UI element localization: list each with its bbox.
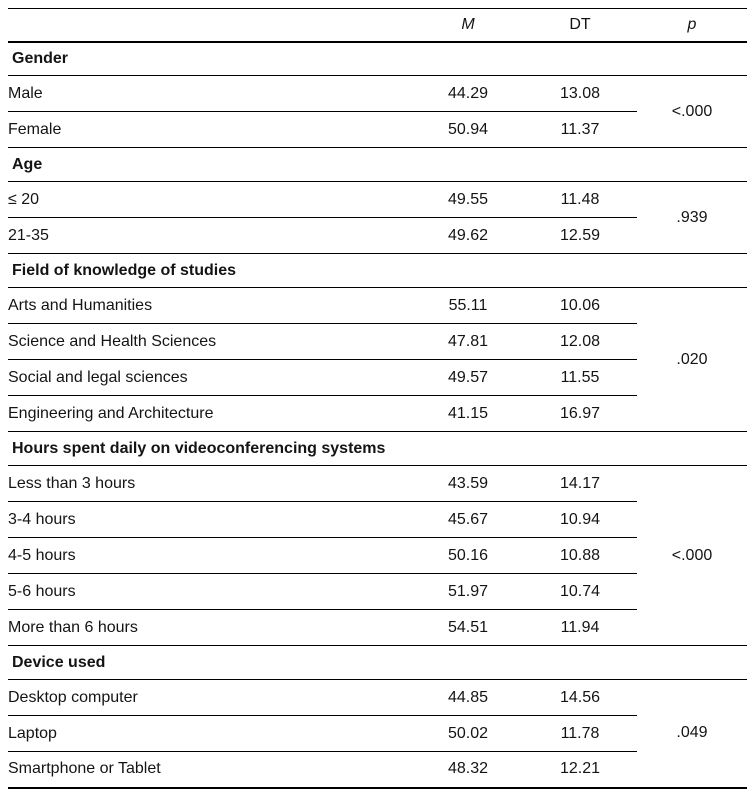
mean-value: 47.81 — [413, 323, 523, 360]
p-value: .939 — [637, 181, 747, 254]
dt-value: 10.94 — [523, 501, 637, 538]
row-label: Laptop — [8, 715, 413, 752]
table-row: Desktop computer 44.85 14.56 .049 — [8, 679, 747, 789]
dt-value: 13.08 — [523, 75, 637, 112]
dt-value: 10.06 — [523, 287, 637, 324]
mean-value: 44.85 — [413, 679, 523, 716]
dt-value: 14.17 — [523, 465, 637, 502]
dt-value: 11.94 — [523, 609, 637, 646]
row-label: Female — [8, 111, 413, 148]
mean-value: 50.16 — [413, 537, 523, 574]
dt-value: 12.21 — [523, 751, 637, 789]
dt-value: 12.59 — [523, 217, 637, 254]
mean-value: 43.59 — [413, 465, 523, 502]
section-row-gender: Gender — [8, 41, 747, 76]
section-title: Age — [8, 147, 747, 182]
section-row-field: Field of knowledge of studies — [8, 253, 747, 288]
table-row: Male 44.29 13.08 <.000 — [8, 75, 747, 148]
row-label: Arts and Humanities — [8, 287, 413, 324]
section-row-age: Age — [8, 147, 747, 182]
row-label: Less than 3 hours — [8, 465, 413, 502]
table-row: Less than 3 hours 43.59 14.17 <.000 — [8, 465, 747, 646]
mean-value: 41.15 — [413, 395, 523, 432]
table-row: 5-6 hours 51.97 10.74 — [8, 573, 747, 610]
header-mean: M — [413, 8, 523, 43]
row-label: 4-5 hours — [8, 537, 413, 574]
dt-value: 11.55 — [523, 359, 637, 396]
section-row-device: Device used — [8, 645, 747, 680]
statistics-table: M DT p Gender Male 44.29 13.08 <.000 Fem… — [8, 8, 747, 789]
row-label: 5-6 hours — [8, 573, 413, 610]
row-label: ≤ 20 — [8, 181, 413, 218]
section-title: Field of knowledge of studies — [8, 253, 747, 288]
dt-value: 14.56 — [523, 679, 637, 716]
page: M DT p Gender Male 44.29 13.08 <.000 Fem… — [8, 8, 747, 789]
section-title: Gender — [8, 41, 747, 76]
table-row: ≤ 20 49.55 11.48 .939 — [8, 181, 747, 254]
table-row: Arts and Humanities 55.11 10.06 .020 — [8, 287, 747, 432]
dt-value: 11.48 — [523, 181, 637, 218]
row-label: More than 6 hours — [8, 609, 413, 646]
row-label: Desktop computer — [8, 679, 413, 716]
section-title: Device used — [8, 645, 747, 680]
mean-value: 49.57 — [413, 359, 523, 396]
section-title: Hours spent daily on videoconferencing s… — [8, 431, 747, 466]
header-p: p — [637, 8, 747, 43]
mean-value: 44.29 — [413, 75, 523, 112]
p-value: <.000 — [637, 75, 747, 148]
dt-value: 11.78 — [523, 715, 637, 752]
table-row: 21-35 49.62 12.59 — [8, 217, 747, 254]
mean-value: 51.97 — [413, 573, 523, 610]
dt-value: 12.08 — [523, 323, 637, 360]
table-row: Smartphone or Tablet 48.32 12.21 — [8, 751, 747, 789]
mean-value: 49.55 — [413, 181, 523, 218]
p-value: <.000 — [637, 465, 747, 646]
mean-value: 50.94 — [413, 111, 523, 148]
table-row: 4-5 hours 50.16 10.88 — [8, 537, 747, 574]
dt-value: 10.88 — [523, 537, 637, 574]
mean-value: 45.67 — [413, 501, 523, 538]
dt-value: 16.97 — [523, 395, 637, 432]
table-row: Science and Health Sciences 47.81 12.08 — [8, 323, 747, 360]
table-row: 3-4 hours 45.67 10.94 — [8, 501, 747, 538]
mean-value: 49.62 — [413, 217, 523, 254]
table-row: Engineering and Architecture 41.15 16.97 — [8, 395, 747, 432]
row-label: Smartphone or Tablet — [8, 751, 413, 789]
mean-value: 50.02 — [413, 715, 523, 752]
header-empty-cell — [8, 8, 413, 43]
row-label: Male — [8, 75, 413, 112]
mean-value: 48.32 — [413, 751, 523, 789]
table-row: Laptop 50.02 11.78 — [8, 715, 747, 752]
table-header-row: M DT p — [8, 8, 747, 43]
mean-value: 55.11 — [413, 287, 523, 324]
mean-value: 54.51 — [413, 609, 523, 646]
row-label: Social and legal sciences — [8, 359, 413, 396]
table-row: Social and legal sciences 49.57 11.55 — [8, 359, 747, 396]
p-value: .020 — [637, 287, 747, 432]
row-label: Science and Health Sciences — [8, 323, 413, 360]
dt-value: 11.37 — [523, 111, 637, 148]
row-label: 21-35 — [8, 217, 413, 254]
row-label: Engineering and Architecture — [8, 395, 413, 432]
row-label: 3-4 hours — [8, 501, 413, 538]
table-row: More than 6 hours 54.51 11.94 — [8, 609, 747, 646]
table-row: Female 50.94 11.37 — [8, 111, 747, 148]
p-value: .049 — [637, 679, 747, 789]
section-row-hours: Hours spent daily on videoconferencing s… — [8, 431, 747, 466]
dt-value: 10.74 — [523, 573, 637, 610]
header-dt: DT — [523, 8, 637, 43]
